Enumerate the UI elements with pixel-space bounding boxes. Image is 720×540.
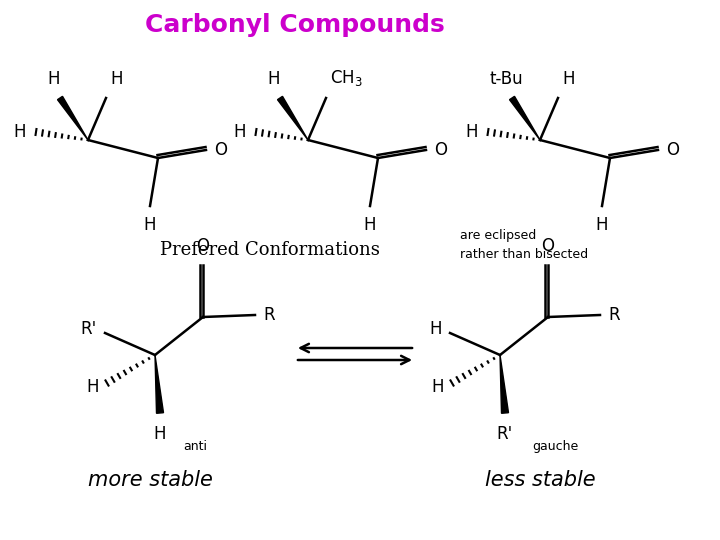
Text: H: H xyxy=(48,70,60,88)
Text: R: R xyxy=(608,306,620,324)
Text: gauche: gauche xyxy=(532,440,578,453)
Polygon shape xyxy=(510,96,540,140)
Text: CH$_3$: CH$_3$ xyxy=(330,68,363,88)
Text: H: H xyxy=(144,216,156,234)
Text: t-Bu: t-Bu xyxy=(489,70,523,88)
Text: R: R xyxy=(263,306,274,324)
Text: less stable: less stable xyxy=(485,470,595,490)
Text: R': R' xyxy=(497,425,513,443)
Text: O: O xyxy=(541,237,554,255)
Text: R': R' xyxy=(81,320,97,338)
Text: H: H xyxy=(466,123,478,141)
Text: H: H xyxy=(562,70,575,88)
Text: H: H xyxy=(110,70,122,88)
Text: H: H xyxy=(86,378,99,396)
Text: H: H xyxy=(595,216,608,234)
Text: O: O xyxy=(214,141,227,159)
Text: H: H xyxy=(364,216,377,234)
Polygon shape xyxy=(277,96,308,140)
Polygon shape xyxy=(58,96,88,140)
Text: H: H xyxy=(430,320,442,338)
Text: Prefered Conformations: Prefered Conformations xyxy=(160,241,380,259)
Text: anti: anti xyxy=(183,440,207,453)
Text: H: H xyxy=(233,123,246,141)
Text: are eclipsed
rather than bisected: are eclipsed rather than bisected xyxy=(460,229,588,261)
Polygon shape xyxy=(155,355,163,413)
Text: H: H xyxy=(14,123,26,141)
Polygon shape xyxy=(500,355,508,413)
Text: H: H xyxy=(268,70,280,88)
Text: O: O xyxy=(197,237,210,255)
Text: O: O xyxy=(434,141,447,159)
Text: H: H xyxy=(431,378,444,396)
Text: O: O xyxy=(666,141,679,159)
Text: more stable: more stable xyxy=(88,470,212,490)
Text: Carbonyl Compounds: Carbonyl Compounds xyxy=(145,13,445,37)
Text: H: H xyxy=(154,425,166,443)
